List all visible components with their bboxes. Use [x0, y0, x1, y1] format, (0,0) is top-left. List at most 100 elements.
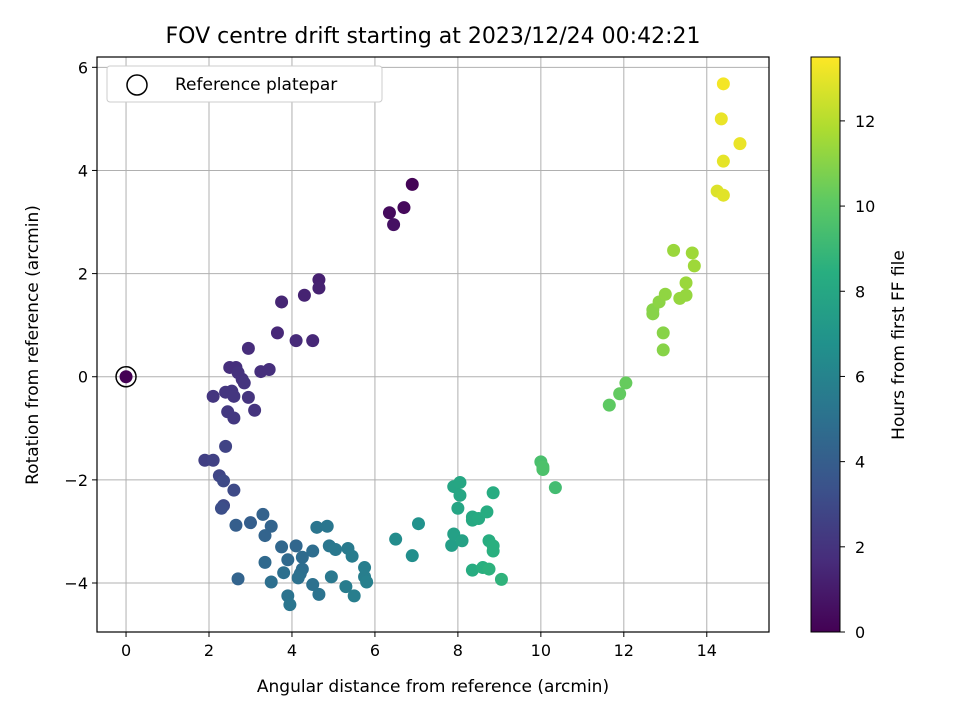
- data-point: [297, 288, 311, 302]
- data-point: [679, 288, 693, 302]
- colorbar-tick-label: 4: [855, 453, 865, 472]
- data-point: [320, 519, 334, 533]
- colorbar-tick-label: 8: [855, 282, 865, 301]
- x-tick-label: 4: [287, 641, 297, 660]
- data-point: [206, 389, 220, 403]
- data-point: [602, 398, 616, 412]
- x-tick-label: 2: [204, 641, 214, 660]
- x-tick-label: 8: [453, 641, 463, 660]
- data-point: [281, 553, 295, 567]
- y-axis-ticks: −4 −2 0 2 4 6: [64, 58, 97, 593]
- data-point: [227, 483, 241, 497]
- data-point: [345, 549, 359, 563]
- data-point: [264, 575, 278, 589]
- legend: Reference platepar: [106, 65, 383, 103]
- data-point: [613, 387, 627, 401]
- data-point: [219, 439, 233, 453]
- data-point: [360, 575, 374, 589]
- data-point: [324, 570, 338, 584]
- data-point: [291, 571, 305, 585]
- data-point: [270, 326, 284, 340]
- data-point: [217, 474, 231, 488]
- x-axis-label: Angular distance from reference (arcmin): [257, 677, 609, 697]
- reference-marker: [115, 365, 137, 388]
- colorbar-tick-label: 12: [855, 112, 875, 131]
- data-point: [275, 540, 289, 554]
- data-point: [453, 475, 467, 489]
- data-point: [455, 534, 469, 548]
- x-tick-label: 6: [370, 641, 380, 660]
- data-point: [206, 453, 220, 467]
- data-point: [295, 550, 309, 564]
- plot-frame: [96, 56, 770, 633]
- reference-ring: [115, 365, 137, 388]
- data-point: [227, 389, 241, 403]
- colorbar-label: Hours from first FF file: [889, 250, 909, 440]
- data-point: [482, 562, 496, 576]
- x-axis-ticks: 0 2 4 6 8 10 12 14: [121, 632, 717, 660]
- data-point: [733, 137, 747, 151]
- colorbar-tick-label: 10: [855, 197, 875, 216]
- data-point: [451, 501, 465, 515]
- legend-marker: [126, 74, 148, 96]
- data-point: [405, 177, 419, 191]
- data-point: [716, 77, 730, 91]
- y-tick-label: −2: [64, 471, 88, 490]
- data-point: [237, 376, 251, 390]
- y-tick-label: 6: [78, 58, 88, 77]
- colorbar-tick-label: 0: [855, 623, 865, 642]
- data-point: [486, 544, 500, 558]
- data-point: [248, 403, 262, 417]
- colorbar: 0 2 4 6 8 10 12 Hours from first FF file: [810, 56, 909, 642]
- data-point: [241, 390, 255, 404]
- x-tick-label: 14: [697, 641, 717, 660]
- data-point: [277, 566, 291, 580]
- data-point: [465, 563, 479, 577]
- data-point: [656, 343, 670, 357]
- data-point: [480, 505, 494, 519]
- data-point: [397, 201, 411, 215]
- grid-lines: [97, 57, 769, 632]
- data-point: [347, 589, 361, 603]
- colorbar-gradient: [810, 56, 841, 633]
- data-point: [256, 507, 270, 521]
- data-point: [411, 517, 425, 531]
- data-point: [358, 561, 372, 575]
- data-point: [243, 516, 257, 530]
- data-point: [679, 276, 693, 290]
- data-point: [687, 259, 701, 273]
- data-point: [306, 544, 320, 558]
- data-point: [405, 549, 419, 563]
- data-point: [536, 463, 550, 477]
- legend-box: [106, 65, 383, 103]
- data-point: [716, 188, 730, 202]
- data-point: [382, 206, 396, 220]
- data-point: [258, 529, 272, 543]
- data-point: [214, 501, 228, 515]
- y-tick-label: 0: [78, 368, 88, 387]
- data-point: [306, 334, 320, 348]
- data-point: [275, 295, 289, 309]
- y-tick-label: 2: [78, 265, 88, 284]
- data-point: [229, 518, 243, 532]
- data-point: [231, 572, 245, 586]
- data-point: [312, 587, 326, 601]
- reference-point: [119, 370, 133, 384]
- data-point: [486, 486, 500, 500]
- data-point: [339, 580, 353, 594]
- data-point: [714, 112, 728, 126]
- x-tick-label: 0: [121, 641, 131, 660]
- data-point: [667, 243, 681, 257]
- data-point: [387, 218, 401, 232]
- data-point: [289, 334, 303, 348]
- data-point: [453, 488, 467, 502]
- data-point: [306, 578, 320, 592]
- data-point: [262, 363, 276, 377]
- data-point: [716, 154, 730, 168]
- data-point: [329, 542, 343, 556]
- y-tick-label: −4: [64, 574, 88, 593]
- data-point: [619, 376, 633, 390]
- y-tick-label: 4: [78, 161, 88, 180]
- x-tick-label: 12: [614, 641, 634, 660]
